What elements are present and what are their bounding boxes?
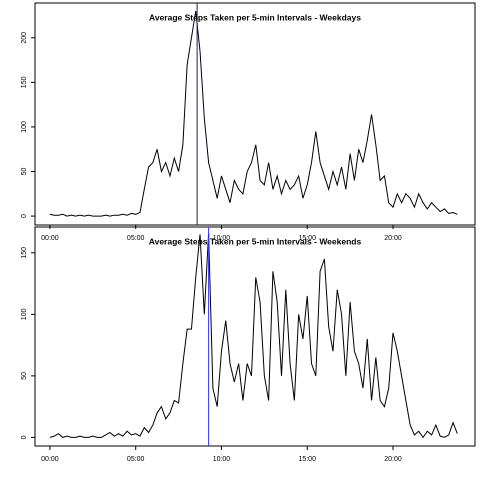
y-tick-label: 150 [21,76,28,88]
x-tick-label: 10:00 [213,235,231,242]
y-tick-label: 0 [21,214,28,218]
y-tick-label: 150 [21,247,28,259]
y-tick-label: 100 [21,308,28,320]
plot-box [34,2,476,226]
y-tick-label: 100 [21,121,28,133]
x-tick-label: 05:00 [127,456,145,463]
data-line [49,10,458,217]
y-tick-label: 200 [21,32,28,44]
chart-title: Average Steps Taken per 5-min Intervals … [149,236,362,246]
y-tick-label: 50 [21,372,28,380]
x-tick-label: 15:00 [298,456,316,463]
x-tick-label: 15:00 [298,235,316,242]
x-tick-label: 20:00 [384,456,402,463]
x-tick-label: 05:00 [127,235,145,242]
x-tick-label: 00:00 [41,456,59,463]
plot-box [34,226,476,447]
x-tick-label: 20:00 [384,235,402,242]
chart-title: Average Steps Taken per 5-min Intervals … [149,12,361,22]
x-tick-label: 00:00 [41,235,59,242]
x-tick-label: 10:00 [213,456,231,463]
y-tick-label: 0 [21,435,28,439]
data-line [49,233,458,439]
y-tick-label: 50 [21,168,28,176]
